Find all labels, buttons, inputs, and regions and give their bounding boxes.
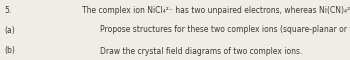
Text: 5.: 5. (4, 6, 12, 15)
Text: Propose structures for these two complex ions (square-planar or tetrahedral).: Propose structures for these two complex… (100, 26, 350, 34)
Text: (b): (b) (4, 46, 15, 56)
Text: (a): (a) (4, 26, 15, 34)
Text: Draw the crystal field diagrams of two complex ions.: Draw the crystal field diagrams of two c… (100, 46, 302, 56)
Text: The complex ion NiCl₄²⁻ has two unpaired electrons, whereas Ni(CN)₄²⁻ is diamagn: The complex ion NiCl₄²⁻ has two unpaired… (82, 6, 350, 15)
